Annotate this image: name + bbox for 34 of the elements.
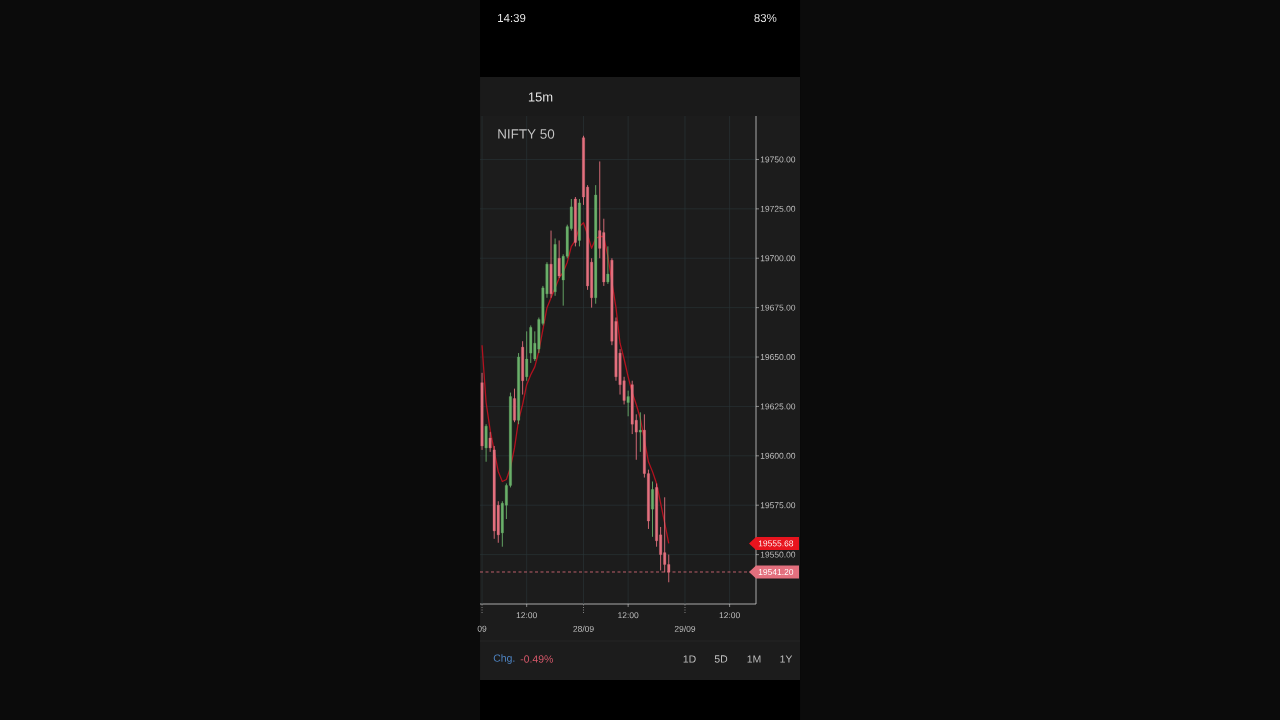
text: NIFTY 50 [498,129,555,139]
x-tick-label: 12:00 [719,612,740,619]
candlestick [651,481,654,538]
text: 1Y [780,655,793,663]
candlestick [638,411,642,453]
text: Chg. [493,654,515,664]
candlestick [606,245,610,285]
text: 19555.68 [758,540,794,547]
y-tick-label: 19575.00 [760,502,796,509]
candlestick [557,240,561,279]
x-tick-label: 28/09 [573,625,594,632]
y-tick-label: 19725.00 [760,205,796,212]
y-tick-label: 19600.00 [760,452,796,459]
candlestick [484,423,488,463]
y-tick-label: 19550.00 [760,551,796,558]
candlestick [513,388,516,423]
y-tick-label: 19750.00 [760,156,796,163]
y-tick-label: 19675.00 [760,304,796,311]
text: 1M [747,655,761,663]
text: -0.49% [520,655,553,663]
text: 14:39 [498,13,526,23]
y-tick-label: 19700.00 [760,255,796,262]
y-tick-label: 19625.00 [760,403,796,410]
text: 5D [714,655,728,663]
text: 83% [754,13,777,23]
text: 1D [683,655,696,663]
ref-line-label: 19541.20 [758,569,794,575]
x-tick-label: 29/09 [674,625,696,632]
x-tick-label: 12:00 [618,612,639,619]
x-tick-label: 09 [477,625,487,632]
y-tick-label: 19650.00 [760,354,796,361]
text: 15m [528,92,553,102]
x-tick-label: 12:00 [516,612,537,619]
candlestick [626,390,630,417]
